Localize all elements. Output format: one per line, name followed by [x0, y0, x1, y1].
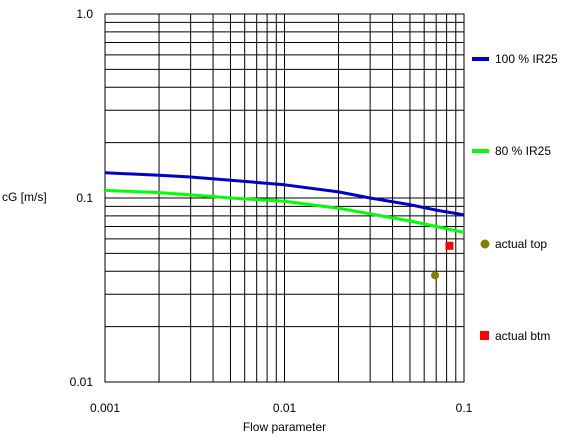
series-line [104, 171, 465, 217]
data-point [445, 241, 454, 250]
legend-label: actual btm [495, 329, 550, 343]
plot-frame [104, 13, 465, 383]
grid [105, 14, 464, 382]
y-axis-label: cG [m/s] [2, 190, 47, 204]
y-tick-label: 0.01 [70, 375, 94, 389]
x-tick-label: 0.1 [456, 401, 473, 415]
legend: 100 % IR25 80 % IR25 actual top actual btm [472, 52, 558, 343]
y-tick-label: 1.0 [76, 7, 93, 21]
tick-labels: 0.001 0.01 0.1 0.01 0.1 1.0 [70, 7, 473, 415]
x-tick-label: 0.001 [90, 401, 120, 415]
y-tick-label: 0.1 [76, 191, 93, 205]
x-tick-label: 0.01 [273, 401, 297, 415]
legend-swatch [480, 239, 490, 249]
legend-swatch [480, 331, 489, 340]
legend-label: actual top [495, 237, 547, 251]
legend-label: 100 % IR25 [495, 52, 558, 66]
series-layer [104, 171, 465, 280]
legend-label: 80 % IR25 [495, 144, 551, 158]
x-axis-label: Flow parameter [243, 420, 326, 434]
data-point [431, 271, 440, 280]
series-line [104, 188, 465, 234]
